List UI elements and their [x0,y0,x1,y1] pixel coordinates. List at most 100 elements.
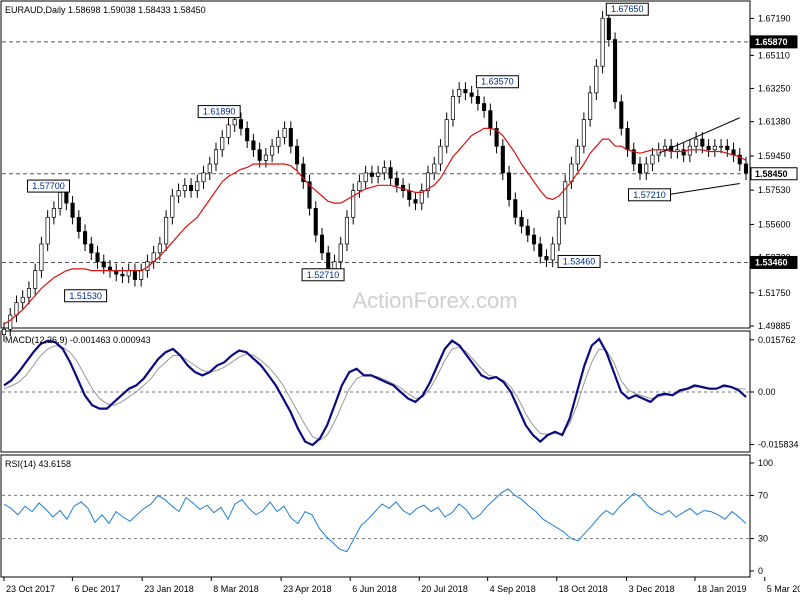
candle-body [507,172,512,200]
level-label: 1.53460 [755,257,788,267]
price-levels [2,41,750,263]
candle-body [276,136,281,147]
price-title: EURAUD,Daily 1.58698 1.59038 1.58433 1.5… [5,5,206,15]
date-tick-label: 4 Sep 2018 [490,584,536,594]
candle-body [581,119,586,147]
candle-body [263,154,268,161]
annotation-box [557,254,601,268]
candle-body [226,124,231,138]
candle-body [737,154,742,165]
candle-body [600,17,605,67]
channel-lower [658,183,740,197]
level-box [750,255,798,269]
candle-body [344,216,349,245]
candle-body [606,17,611,40]
date-tick-label: 8 Mar 2018 [213,584,259,594]
candle-body [51,208,56,218]
candle-body [706,145,711,151]
candle-body [513,199,518,218]
candle-body [575,145,580,165]
rsi-panel-frame [0,454,751,578]
annotation-box [475,75,519,89]
candle-body [288,128,293,147]
candle-body [195,181,200,191]
candle-body [463,88,468,94]
date-axis: 23 Oct 2017 6 Dec 2017 23 Jan 2018 8 Mar 20… [3,577,800,594]
candle-body [694,138,699,147]
candle-body [70,202,75,218]
level-label: 1.65870 [755,37,788,47]
candle-body [20,296,25,303]
candle-body [170,195,175,218]
candle-body [319,234,325,254]
candle-body [700,138,705,147]
annotation-box [64,289,108,303]
annotation-label: 1.63570 [481,77,514,87]
candle-body [357,181,362,191]
candle-body [369,172,374,177]
candle-body [588,92,593,120]
trend-channel [658,117,740,197]
candle-body [500,145,505,174]
candle-body [45,216,50,245]
candle-body [338,243,343,263]
candle-body [164,216,169,245]
date-tick-label: 5 Mar 2019 [767,584,800,594]
macd-tick-label: -0.015834 [758,439,799,449]
candle-body [351,190,356,218]
date-tick-label: 23 Apr 2018 [283,584,332,594]
annotation-box [301,268,345,282]
rsi-tick-label: 0 [758,566,763,576]
candle-body [394,177,399,186]
candle-body [488,110,493,129]
candle-body [494,128,499,147]
annotation-box [628,188,672,202]
symbol-label: EURAUD,Daily [5,5,66,15]
candle-body [444,119,449,147]
candle-body [89,243,94,254]
candle-body [126,270,131,277]
candle-body [26,288,31,298]
annotation-label: 1.67650 [611,4,644,14]
date-tick-label: 23 Oct 2017 [6,584,55,594]
candle-body [176,190,181,197]
price-tick-label: 1.65110 [758,50,790,60]
candle-body [594,65,599,94]
macd-tick-label: 0.015762 [758,335,796,345]
candle-body [251,140,256,151]
price-tick-label: 1.51750 [758,288,791,298]
level-box [750,167,798,181]
date-tick-label: 3 Dec 2018 [629,584,675,594]
rsi-line [3,488,747,553]
candle-body [613,39,618,103]
candle-body [631,149,636,165]
candle-body [120,273,125,277]
candle-body [76,216,81,232]
annotation-label: 1.57210 [633,190,666,200]
candle-body [245,128,250,142]
candle-body [681,149,686,156]
rsi-tick-label: 30 [758,534,768,544]
candle-body [139,270,144,280]
candle-body [270,145,275,156]
candle-body [544,256,549,261]
price-tick-label: 1.59450 [758,151,791,161]
candle-body [157,243,162,254]
candle-body [525,225,530,236]
candle-body [407,190,412,200]
candle-body [519,216,524,227]
macd-panel: 0.015762 0.00 -0.015834 [2,335,799,449]
candle-body [213,149,219,165]
candle-body [238,119,243,129]
price-tick-label: 1.63250 [758,83,791,93]
annotation-label: 1.52710 [307,270,340,280]
date-tick-label: 18 Oct 2018 [559,584,608,594]
candle-body [363,172,368,183]
price-tick-label: 1.61380 [758,117,791,127]
rsi-tick-label: 100 [758,458,773,468]
price-tick-label: 1.49885 [758,321,791,331]
candle-body [469,92,474,97]
candle-body [295,145,300,165]
candle-body [550,243,555,261]
